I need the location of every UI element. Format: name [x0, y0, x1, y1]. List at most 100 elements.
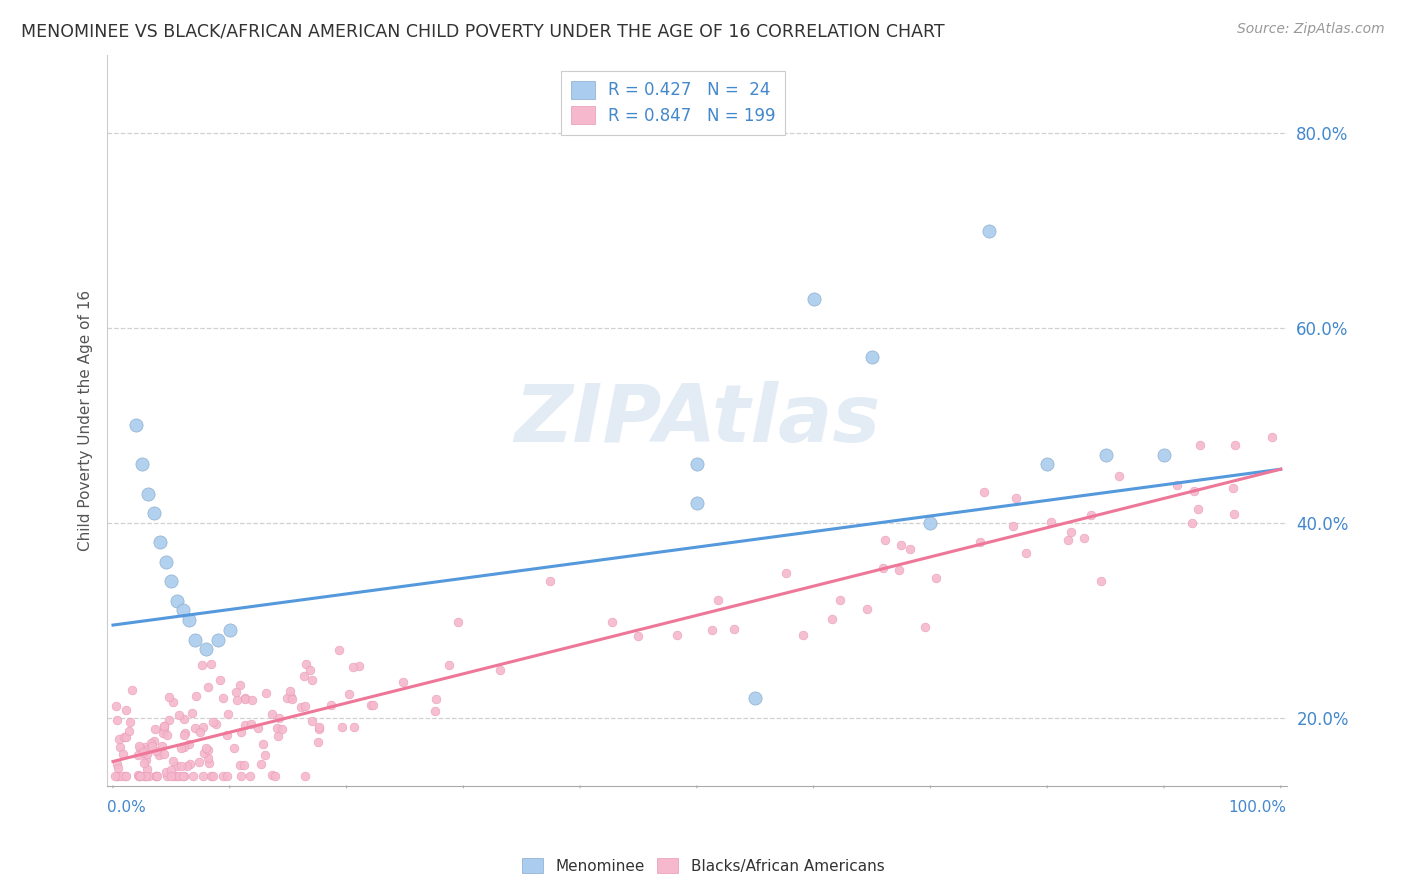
Point [1187, 502, 1209, 516]
Point [600, 615, 623, 629]
Point [301, 673, 323, 687]
Point [347, 659, 370, 673]
Point [299, 664, 322, 678]
Point [104, 769, 127, 783]
Point [898, 541, 921, 556]
Point [145, 769, 167, 783]
Point [132, 745, 155, 759]
Point [138, 769, 160, 783]
Point [889, 563, 911, 577]
Point [176, 758, 198, 772]
Point [775, 566, 797, 581]
Point [1189, 438, 1212, 452]
Point [142, 506, 165, 520]
Point [131, 458, 153, 472]
Point [914, 620, 936, 634]
Point [224, 741, 246, 756]
Point [1108, 469, 1130, 483]
Point [294, 699, 316, 714]
Point [172, 769, 194, 783]
Point [1223, 507, 1246, 521]
Point [125, 418, 148, 433]
Point [105, 757, 128, 772]
Point [225, 684, 247, 698]
Point [233, 691, 256, 706]
Point [104, 698, 127, 713]
Point [1181, 516, 1204, 531]
Point [181, 769, 204, 783]
Point [134, 769, 156, 783]
Point [135, 769, 157, 783]
Point [107, 761, 129, 775]
Point [152, 726, 174, 740]
Point [270, 723, 292, 737]
Point [700, 623, 723, 637]
Point [1073, 531, 1095, 545]
Point [686, 496, 709, 510]
Point [167, 769, 190, 783]
Point [141, 739, 163, 754]
Point [229, 758, 252, 772]
Point [666, 628, 689, 642]
Point [135, 747, 157, 761]
Point [226, 693, 249, 707]
Point [139, 736, 162, 750]
Point [205, 716, 228, 731]
Point [110, 769, 132, 783]
Point [821, 612, 844, 626]
Point [872, 561, 894, 575]
Point [973, 485, 995, 500]
Point [128, 769, 150, 783]
Point [212, 769, 235, 783]
Point [128, 741, 150, 756]
Point [281, 691, 304, 706]
Point [252, 737, 274, 751]
Point [188, 724, 211, 739]
Point [231, 724, 253, 739]
Point [294, 769, 316, 783]
Text: MENOMINEE VS BLACK/AFRICAN AMERICAN CHILD POVERTY UNDER THE AGE OF 16 CORRELATIO: MENOMINEE VS BLACK/AFRICAN AMERICAN CHIL… [21, 22, 945, 40]
Point [160, 763, 183, 777]
Point [197, 751, 219, 765]
Point [229, 678, 252, 692]
Point [217, 728, 239, 742]
Legend: Menominee, Blacks/African Americans: Menominee, Blacks/African Americans [516, 852, 890, 880]
Point [290, 699, 312, 714]
Point [145, 769, 167, 783]
Point [108, 731, 131, 746]
Point [169, 758, 191, 772]
Point [173, 739, 195, 754]
Point [343, 720, 366, 734]
Point [254, 747, 277, 762]
Point [723, 622, 745, 636]
Point [969, 535, 991, 549]
Point [267, 729, 290, 743]
Point [197, 743, 219, 757]
Point [307, 735, 329, 749]
Point [295, 657, 318, 671]
Text: Source: ZipAtlas.com: Source: ZipAtlas.com [1237, 22, 1385, 37]
Point [136, 486, 159, 500]
Point [201, 769, 224, 783]
Point [155, 764, 177, 779]
Point [200, 657, 222, 672]
Point [153, 719, 176, 733]
Point [873, 533, 896, 547]
Point [105, 713, 128, 727]
Point [180, 706, 202, 720]
Point [162, 755, 184, 769]
Point [439, 658, 461, 673]
Point [202, 714, 225, 729]
Point [193, 746, 215, 760]
Point [153, 719, 176, 733]
Point [276, 691, 298, 706]
Point [215, 769, 238, 783]
Point [328, 643, 350, 657]
Point [246, 721, 269, 735]
Point [392, 675, 415, 690]
Point [686, 458, 709, 472]
Point [184, 689, 207, 703]
Point [127, 747, 149, 762]
Point [447, 615, 470, 629]
Point [153, 747, 176, 761]
